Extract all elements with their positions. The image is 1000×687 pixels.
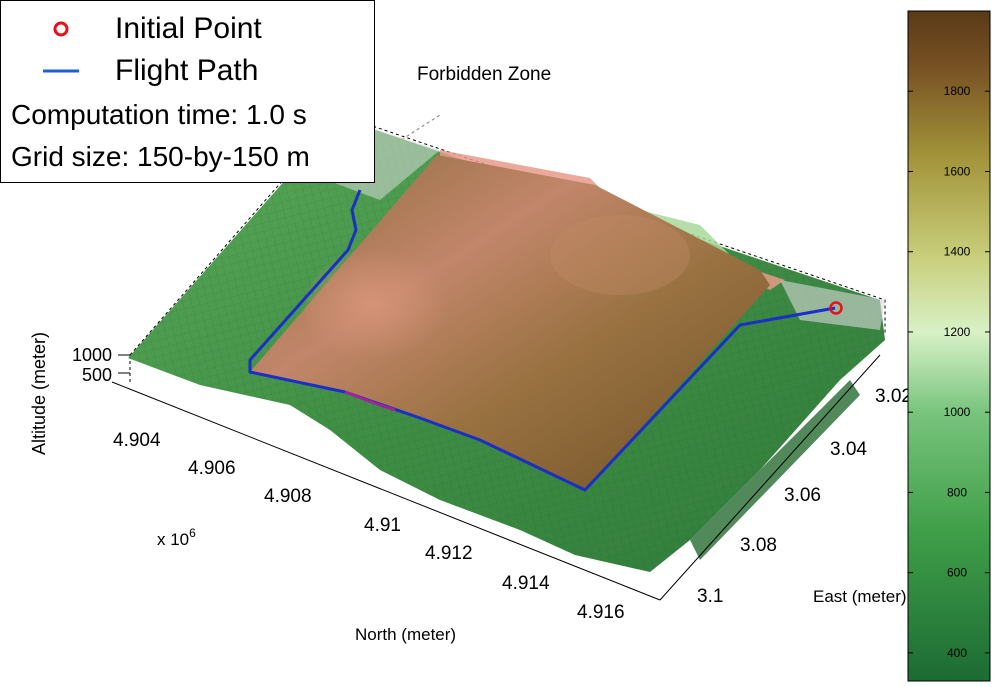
- colorbar-tick-label: 800: [947, 485, 967, 499]
- east-tick: 3.04: [830, 439, 867, 460]
- east-axis-label: East (meter): [813, 587, 907, 606]
- computation-time-text: Computation time: 1.0 s: [11, 99, 307, 130]
- initial-point-marker: [829, 301, 843, 315]
- colorbar-tick-label: 1200: [944, 325, 971, 339]
- colorbar-tick-label: 1400: [944, 245, 971, 259]
- north-tick: 4.908: [264, 486, 312, 507]
- colorbar-tick-label: 1800: [944, 84, 971, 98]
- altitude-tick: 500: [82, 365, 112, 385]
- east-axis: 3.02 3.04 3.06 3.08 3.1 5 East (meter): [659, 354, 964, 607]
- flight-path-series: [248, 189, 843, 492]
- colorbar-gradient: [907, 10, 991, 682]
- east-tick: 3.02: [875, 386, 912, 407]
- north-tick: 4.916: [577, 602, 625, 623]
- north-tick: 4.914: [502, 573, 550, 594]
- north-axis: 4.904 4.906 4.908 4.91 4.912 4.914 4.916…: [111, 381, 661, 644]
- line-marker-icon: [43, 69, 79, 73]
- north-tick: 4.906: [188, 458, 236, 479]
- altitude-axis-label: Altitude (meter): [29, 332, 49, 455]
- colorbar-tick-label: 600: [947, 566, 967, 580]
- east-tick: 3.08: [740, 535, 777, 556]
- forbidden-zone-label: Forbidden Zone: [417, 64, 551, 85]
- circle-marker-icon: [53, 21, 69, 37]
- grid-size-text: Grid size: 150-by-150 m: [11, 141, 310, 172]
- east-tick: 3.1: [697, 586, 723, 607]
- colorbar: 400 600 800 1000 1200 1400 1600 1800: [907, 10, 991, 682]
- north-tick: 4.912: [425, 543, 473, 564]
- altitude-tick: 1000: [72, 345, 112, 365]
- east-tick: 3.06: [784, 485, 821, 506]
- plateau: [250, 155, 770, 490]
- flight-path: [248, 189, 836, 492]
- legend-label: Initial Point: [115, 12, 262, 45]
- legend-item-flight-path: Flight Path: [1, 53, 371, 93]
- legend-item-initial-point: Initial Point: [1, 9, 371, 49]
- north-multiplier: x 106: [157, 526, 196, 549]
- colorbar-tick-label: 400: [947, 646, 967, 660]
- altitude-axis: 1000 500 Altitude (meter): [29, 332, 130, 455]
- colorbar-tick-label: 1000: [944, 405, 971, 419]
- colorbar-tick-label: 1600: [944, 164, 971, 178]
- legend-label: Flight Path: [115, 54, 259, 87]
- legend: Initial Point Flight Path Computation ti…: [0, 0, 375, 183]
- north-tick: 4.91: [364, 515, 401, 536]
- north-tick: 4.904: [113, 430, 161, 451]
- north-axis-label: North (meter): [355, 625, 456, 644]
